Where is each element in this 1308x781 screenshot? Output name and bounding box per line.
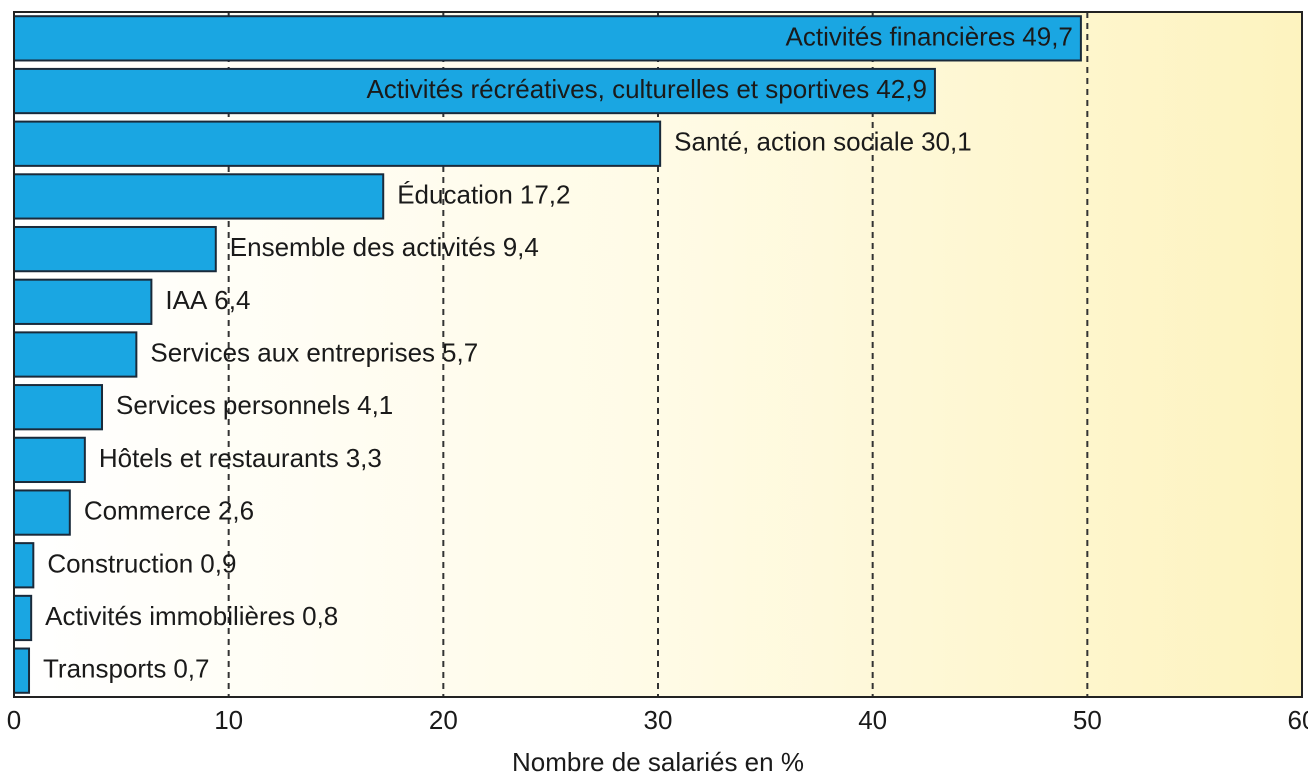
- x-tick-label: 60: [1288, 705, 1308, 735]
- category-label: Services aux entreprises: [150, 337, 435, 367]
- x-tick-label: 0: [7, 705, 21, 735]
- category-label: Hôtels et restaurants: [99, 443, 339, 473]
- bar-label: Éducation 17,2: [397, 179, 570, 209]
- value-label: 2,6: [218, 495, 254, 525]
- category-label: IAA: [165, 285, 208, 315]
- value-label: 4,1: [357, 390, 393, 420]
- bar: [13, 384, 104, 431]
- bar-label: Services aux entreprises 5,7: [150, 337, 478, 367]
- bar: [13, 594, 33, 642]
- bar-label: Activités immobilières 0,8: [45, 601, 338, 631]
- value-label: 0,8: [302, 601, 338, 631]
- category-label: Transports: [43, 654, 166, 684]
- value-label: 30,1: [921, 127, 972, 157]
- value-label: 6,4: [214, 285, 250, 315]
- category-label: Éducation: [397, 179, 513, 209]
- value-label: 17,2: [520, 179, 571, 209]
- value-label: 42,9: [876, 74, 927, 104]
- bar-label: Santé, action sociale 30,1: [674, 127, 972, 157]
- category-label: Construction: [47, 548, 193, 578]
- x-tick-label: 40: [858, 705, 887, 735]
- category-label: Activités récréatives, culturelles et sp…: [366, 74, 869, 104]
- value-label: 5,7: [442, 337, 478, 367]
- bar-label: Activités financières 49,7: [786, 21, 1073, 51]
- bar-label: Services personnels 4,1: [116, 390, 393, 420]
- bar: [13, 436, 86, 484]
- bar-label: Commerce 2,6: [84, 495, 254, 525]
- bar-label: IAA 6,4: [165, 285, 250, 315]
- bar: [13, 225, 217, 273]
- x-axis-title: Nombre de salariés en %: [512, 747, 804, 777]
- category-label: Ensemble des activités: [230, 232, 496, 262]
- plot-frame: [13, 11, 1303, 698]
- category-label: Commerce: [84, 495, 211, 525]
- bar-label: Transports 0,7: [43, 654, 209, 684]
- category-label: Santé, action sociale: [674, 127, 914, 157]
- bar-label: Hôtels et restaurants 3,3: [99, 443, 382, 473]
- category-label: Activités immobilières: [45, 601, 295, 631]
- value-label: 0,7: [173, 654, 209, 684]
- value-label: 3,3: [346, 443, 382, 473]
- x-tick-label: 10: [214, 705, 243, 735]
- bar: [13, 331, 138, 378]
- value-label: 49,7: [1022, 21, 1073, 51]
- x-tick-label: 20: [429, 705, 458, 735]
- x-tick-label: 30: [644, 705, 673, 735]
- bar-label: Ensemble des activités 9,4: [230, 232, 539, 262]
- bar: [13, 120, 662, 167]
- bar: [13, 542, 35, 589]
- bar: [13, 15, 1082, 62]
- bar: [13, 489, 71, 536]
- bar: [13, 278, 153, 325]
- x-tick-label: 50: [1073, 705, 1102, 735]
- bar-label: Construction 0,9: [47, 548, 236, 578]
- value-label: 9,4: [503, 232, 539, 262]
- bar-label: Activités récréatives, culturelles et sp…: [366, 74, 926, 104]
- category-label: Activités financières: [786, 21, 1016, 51]
- category-label: Services personnels: [116, 390, 350, 420]
- value-label: 0,9: [200, 548, 236, 578]
- bar: [13, 647, 31, 694]
- bar: [13, 173, 385, 220]
